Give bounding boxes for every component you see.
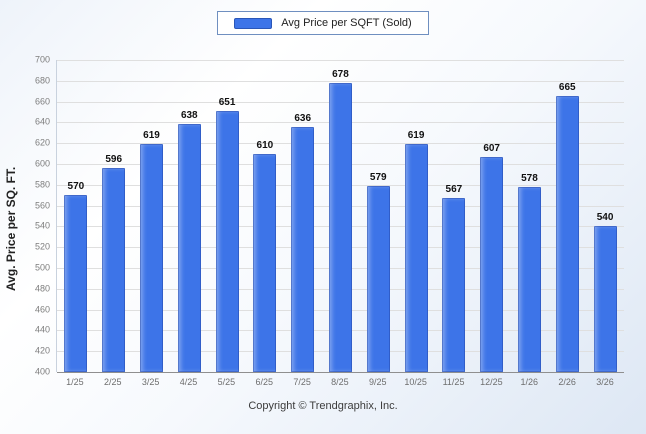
bar: [139, 144, 163, 372]
y-tick-label: 440: [34, 324, 50, 335]
bar-cell: 619: [133, 60, 171, 372]
y-tick-label: 420: [34, 345, 50, 356]
bar: [253, 153, 277, 372]
bar-cell: 570: [57, 60, 95, 372]
y-tick-label: 700: [34, 54, 50, 65]
x-tick-label: 5/25: [217, 377, 236, 387]
bar: [442, 198, 466, 372]
bar-value-label: 607: [483, 142, 500, 154]
x-tick-label: 7/25: [293, 377, 311, 387]
bar-cell: 540: [586, 60, 624, 372]
x-tick-label: 9/25: [369, 377, 387, 387]
bar-cell: 567: [435, 60, 473, 372]
bar: [64, 195, 88, 372]
bar-value-label: 619: [143, 130, 160, 142]
bars: 570 596 619 638 651 610 636 678 579 619 567 607 578 6…: [57, 60, 624, 372]
x-tick-label: 2/25: [104, 377, 122, 387]
bar: [366, 185, 390, 372]
x-tick-label: 12/25: [480, 377, 503, 387]
x-tick-label: 2/26: [558, 377, 576, 387]
legend-container: Avg Price per SQFT (Sold): [0, 11, 646, 35]
y-tick-label: 660: [34, 96, 50, 107]
x-tick-label: 3/25: [141, 377, 160, 387]
x-tick-label: 6/25: [255, 377, 273, 387]
bar-value-label: 638: [180, 110, 198, 122]
y-tick-label: 500: [34, 262, 50, 273]
bar: [480, 156, 504, 372]
y-tick-label: 540: [34, 220, 50, 231]
bar: [593, 226, 617, 372]
bar-value-label: 678: [332, 68, 349, 80]
y-tick-label: 580: [34, 179, 50, 190]
chart-area: Avg. Price per SQ. FT. 700 680 660 640 620 60…: [0, 55, 646, 392]
plot-area: 570 596 619 638 651 610 636 678 579 619 567 607 578 6…: [56, 60, 624, 373]
bar: [517, 186, 541, 372]
bar-cell: 678: [322, 60, 360, 372]
bar-value-label: 567: [445, 184, 463, 196]
legend-swatch: [234, 17, 273, 29]
bar-cell: 651: [208, 60, 246, 372]
y-tick-label: 600: [34, 158, 50, 169]
y-axis-title: Avg. Price per SQ. FT.: [4, 166, 18, 292]
x-tick-label: 11/25: [442, 377, 465, 387]
bar-cell: 638: [170, 60, 208, 372]
x-tick-label: 10/25: [404, 377, 427, 387]
y-tick-label: 560: [34, 200, 50, 211]
bar-cell: 579: [359, 60, 397, 372]
copyright: Copyright © Trendgraphix, Inc.: [248, 400, 398, 412]
bar: [328, 82, 352, 372]
legend-label: Avg Price per SQFT (Sold): [281, 17, 412, 29]
x-tick-label: 1/25: [66, 377, 84, 387]
bar: [404, 144, 428, 372]
y-tick-label: 680: [34, 75, 50, 86]
x-tick-label: 1/26: [520, 377, 538, 387]
y-axis-labels: 700 680 660 640 620 600 580 560 540 520 500 480 460 4…: [22, 55, 56, 376]
y-tick-label: 460: [34, 304, 50, 315]
x-tick-label: 4/25: [179, 377, 198, 387]
gridline: [57, 80, 624, 82]
bar-cell: 596: [95, 60, 133, 372]
y-tick-label: 640: [34, 116, 50, 127]
bar-value-label: 578: [521, 172, 538, 184]
bar-value-label: 665: [558, 82, 576, 94]
x-axis-labels: 1/25 2/25 3/25 4/25 5/25 6/25 7/25 8/25 9/25 10/2…: [56, 372, 624, 392]
legend: Avg Price per SQFT (Sold): [217, 11, 429, 35]
bar-value-label: 540: [596, 212, 614, 224]
bar-value-label: 619: [407, 130, 425, 142]
bar-value-label: 570: [67, 181, 85, 193]
x-tick-label: 8/25: [331, 377, 349, 387]
bar-value-label: 579: [369, 171, 387, 183]
plot-column: 570 596 619 638 651 610 636 678 579 619 567 607 578 6…: [56, 60, 624, 392]
y-tick-label: 620: [34, 137, 50, 148]
x-tick-label: 3/26: [596, 377, 614, 387]
bar-value-label: 610: [256, 139, 274, 151]
gridline: [57, 60, 624, 61]
bar-value-label: 596: [105, 154, 123, 166]
x-axis-line: [57, 372, 624, 373]
bar-cell: 607: [473, 60, 511, 372]
bar-cell: 578: [511, 60, 549, 372]
bar: [555, 96, 579, 372]
bar: [215, 110, 239, 372]
y-tick-label: 400: [34, 366, 50, 377]
bar-value-label: 636: [294, 112, 312, 124]
y-tick-label: 480: [34, 283, 50, 294]
y-tick-label: 520: [34, 241, 50, 252]
bar: [102, 168, 126, 372]
bar: [177, 124, 201, 372]
bar-cell: 619: [397, 60, 435, 372]
bar-cell: 636: [284, 60, 322, 372]
bar: [291, 126, 315, 372]
bar-cell: 610: [246, 60, 284, 372]
bar-value-label: 651: [218, 96, 236, 108]
bar-cell: 665: [548, 60, 586, 372]
